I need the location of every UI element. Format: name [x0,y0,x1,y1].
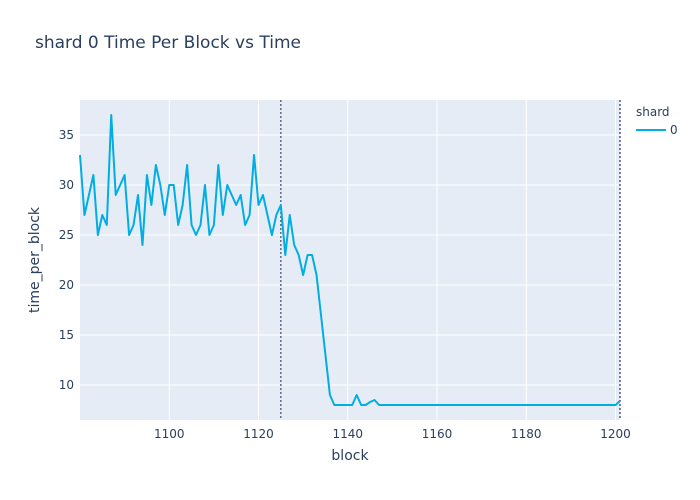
x-tick-label: 1180 [511,427,542,441]
y-tick-label: 30 [59,178,74,192]
x-tick-label: 1140 [332,427,363,441]
y-axis-title: time_per_block [27,206,43,313]
series-layer [79,114,621,406]
x-tick-labels: 1100 1120 1140 1160 1180 1200 [154,427,631,441]
x-tick-label: 1100 [154,427,185,441]
x-tick-label: 1120 [243,427,274,441]
y-tick-label: 35 [59,128,74,142]
y-tick-label: 15 [59,328,74,342]
x-axis-title: block [331,448,369,464]
y-tick-labels: 10 15 20 25 30 35 [59,128,74,392]
vertical-markers [280,100,621,420]
x-tick-label: 1160 [422,427,453,441]
x-tick-label: 1200 [600,427,631,441]
y-tick-label: 25 [59,228,74,242]
chart-title: shard 0 Time Per Block vs Time [35,33,301,53]
y-tick-label: 10 [59,378,74,392]
legend-label[interactable]: 0 [670,123,678,137]
y-tick-label: 20 [59,278,74,292]
grid-lines [80,100,620,420]
plot-background [80,100,620,420]
legend-title: shard [636,105,670,119]
series-line[interactable] [79,114,621,406]
